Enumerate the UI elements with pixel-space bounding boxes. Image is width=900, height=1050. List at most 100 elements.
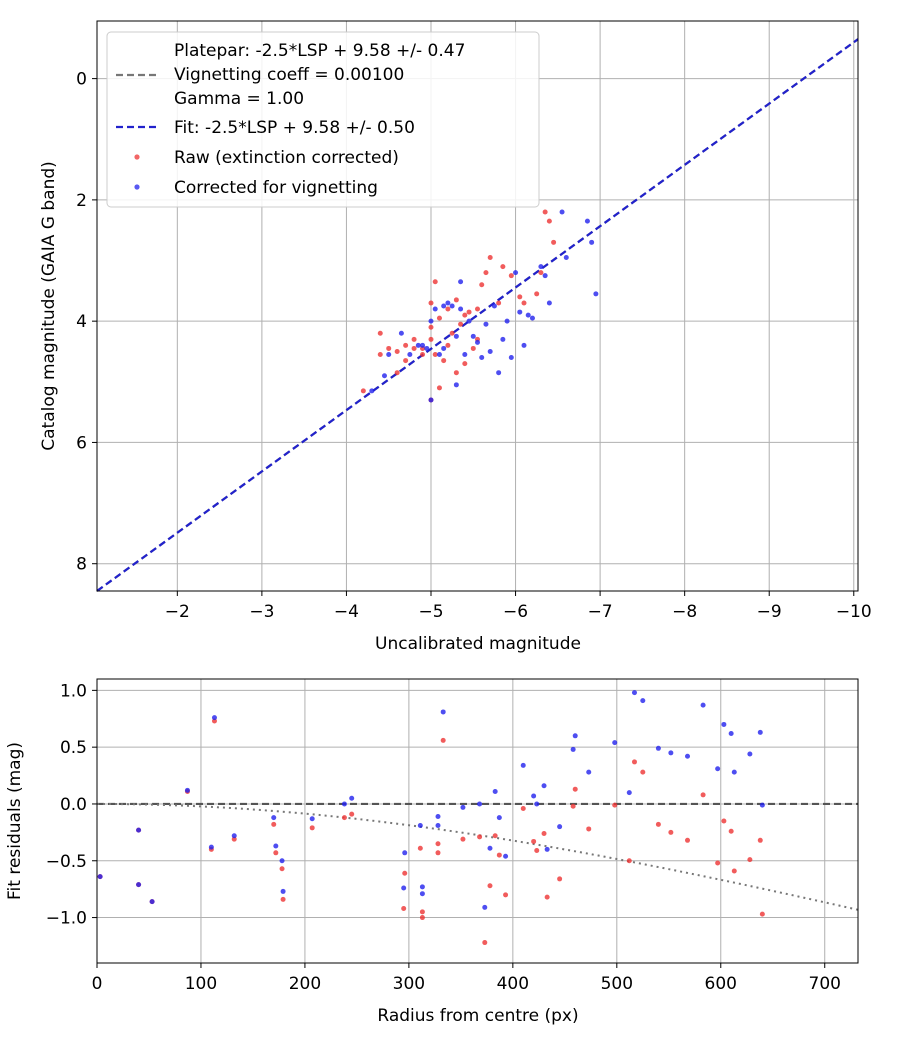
top-panel-scatter: −2 −3 −4 −5 −6 −7 −8 −9 −10 0 2 4 6 8 Uncalibrated m… [39, 20, 872, 654]
corrected-point [491, 303, 497, 309]
raw-point [440, 737, 446, 743]
raw-point [496, 852, 502, 858]
vignetting-curve [97, 802, 859, 911]
corrected-point [534, 801, 540, 807]
corrected-point [529, 315, 535, 321]
corrected-point [97, 874, 103, 880]
raw-point [436, 315, 442, 321]
raw-point [445, 342, 451, 348]
raw-point [557, 876, 563, 882]
y-tick-label: 0.5 [60, 738, 87, 758]
raw-point [500, 264, 506, 270]
corrected-point [757, 729, 763, 735]
raw-point [757, 837, 763, 843]
corrected-point [544, 846, 550, 852]
corrected-point [208, 844, 214, 850]
raw-point [544, 894, 550, 900]
raw-point [483, 270, 489, 276]
corrected-point [631, 690, 637, 696]
corrected-point [508, 355, 514, 361]
bottom-gridlines [96, 679, 858, 963]
raw-point [279, 866, 285, 872]
raw-point [631, 759, 637, 765]
raw-point [402, 870, 408, 876]
raw-point [570, 803, 576, 809]
corrected-point [231, 833, 237, 839]
corrected-point [419, 891, 425, 897]
bottom-scatter-points [97, 690, 765, 946]
raw-point [441, 358, 447, 364]
corrected-point [517, 309, 523, 315]
x-tick-label: 600 [705, 974, 737, 994]
raw-point [759, 911, 765, 917]
legend-fit-text: Fit: -2.5*LSP + 9.58 +/- 0.50 [174, 118, 415, 138]
y-tick-label: −1.0 [46, 909, 87, 929]
x-tick-label: −7 [588, 602, 613, 622]
corrected-point [584, 218, 590, 224]
corrected-point [546, 300, 552, 306]
legend-platepar-line2: Vignetting coeff = 0.00100 [174, 65, 404, 85]
corrected-point [668, 750, 674, 756]
raw-point [428, 300, 434, 306]
top-fit-lines [96, 38, 859, 592]
raw-point [436, 385, 442, 391]
top-y-axis-label: Catalog magnitude (GAIA G band) [39, 161, 59, 451]
corrected-point [655, 745, 661, 751]
raw-point [435, 841, 441, 847]
corrected-point [407, 352, 413, 358]
corrected-point [149, 899, 155, 905]
corrected-point [460, 804, 466, 810]
raw-point [482, 940, 488, 946]
bottom-y-ticks: 1.0 0.5 0.0 −0.5 −1.0 [46, 681, 97, 929]
raw-point [640, 769, 646, 775]
corrected-point [747, 751, 753, 757]
x-tick-label: −5 [418, 602, 443, 622]
corrected-point [419, 884, 425, 890]
x-tick-label: −8 [672, 602, 697, 622]
raw-point [721, 818, 727, 824]
raw-point [273, 850, 279, 856]
corrected-point [513, 270, 519, 276]
raw-point [715, 860, 721, 866]
corrected-point [538, 264, 544, 270]
raw-point [428, 336, 434, 342]
corrected-point [475, 339, 480, 345]
corrected-point [586, 769, 592, 775]
corrected-point [381, 373, 387, 379]
raw-point [572, 786, 578, 792]
corrected-point [420, 342, 426, 348]
x-tick-label: 500 [601, 974, 633, 994]
corrected-point [521, 342, 527, 348]
x-tick-label: 100 [185, 974, 217, 994]
corrected-point [309, 816, 315, 822]
x-tick-label: 700 [809, 974, 841, 994]
y-tick-label: 0.0 [60, 795, 87, 815]
raw-point [419, 915, 425, 921]
corrected-point [453, 333, 459, 339]
corrected-point [424, 345, 430, 351]
top-axes-frame [96, 20, 859, 592]
corrected-point [612, 740, 618, 746]
corrected-point [279, 858, 285, 864]
top-x-ticks: −2 −3 −4 −5 −6 −7 −8 −9 −10 [165, 591, 872, 622]
raw-point [466, 309, 472, 315]
corrected-point [503, 853, 509, 859]
top-x-axis-label: Uncalibrated magnitude [375, 634, 581, 654]
corrected-point [759, 802, 765, 808]
corrected-point [449, 303, 455, 309]
raw-point [542, 209, 548, 215]
raw-point [271, 821, 277, 827]
x-tick-label: 400 [497, 974, 529, 994]
y-tick-label: 8 [76, 555, 87, 575]
raw-point [668, 829, 674, 835]
corrected-point [504, 318, 510, 324]
raw-point [728, 828, 734, 834]
corrected-point [525, 312, 531, 318]
legend-raw-text: Raw (extinction corrected) [174, 148, 399, 168]
corrected-point [458, 279, 464, 285]
raw-point [360, 388, 366, 394]
corrected-point [520, 762, 526, 768]
raw-point [492, 833, 498, 839]
raw-point [520, 806, 526, 812]
